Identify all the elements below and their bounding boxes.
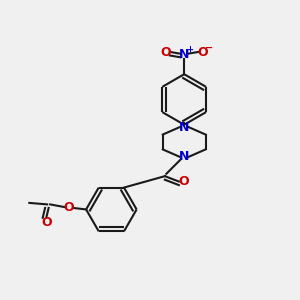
Text: O: O	[160, 46, 171, 59]
Text: −: −	[206, 43, 214, 53]
Text: N: N	[179, 150, 189, 163]
Text: N: N	[179, 48, 189, 62]
Text: O: O	[197, 46, 208, 59]
Text: O: O	[179, 175, 190, 188]
Text: N: N	[179, 121, 189, 134]
Text: +: +	[186, 45, 193, 54]
Text: O: O	[64, 202, 74, 214]
Text: O: O	[41, 216, 52, 229]
